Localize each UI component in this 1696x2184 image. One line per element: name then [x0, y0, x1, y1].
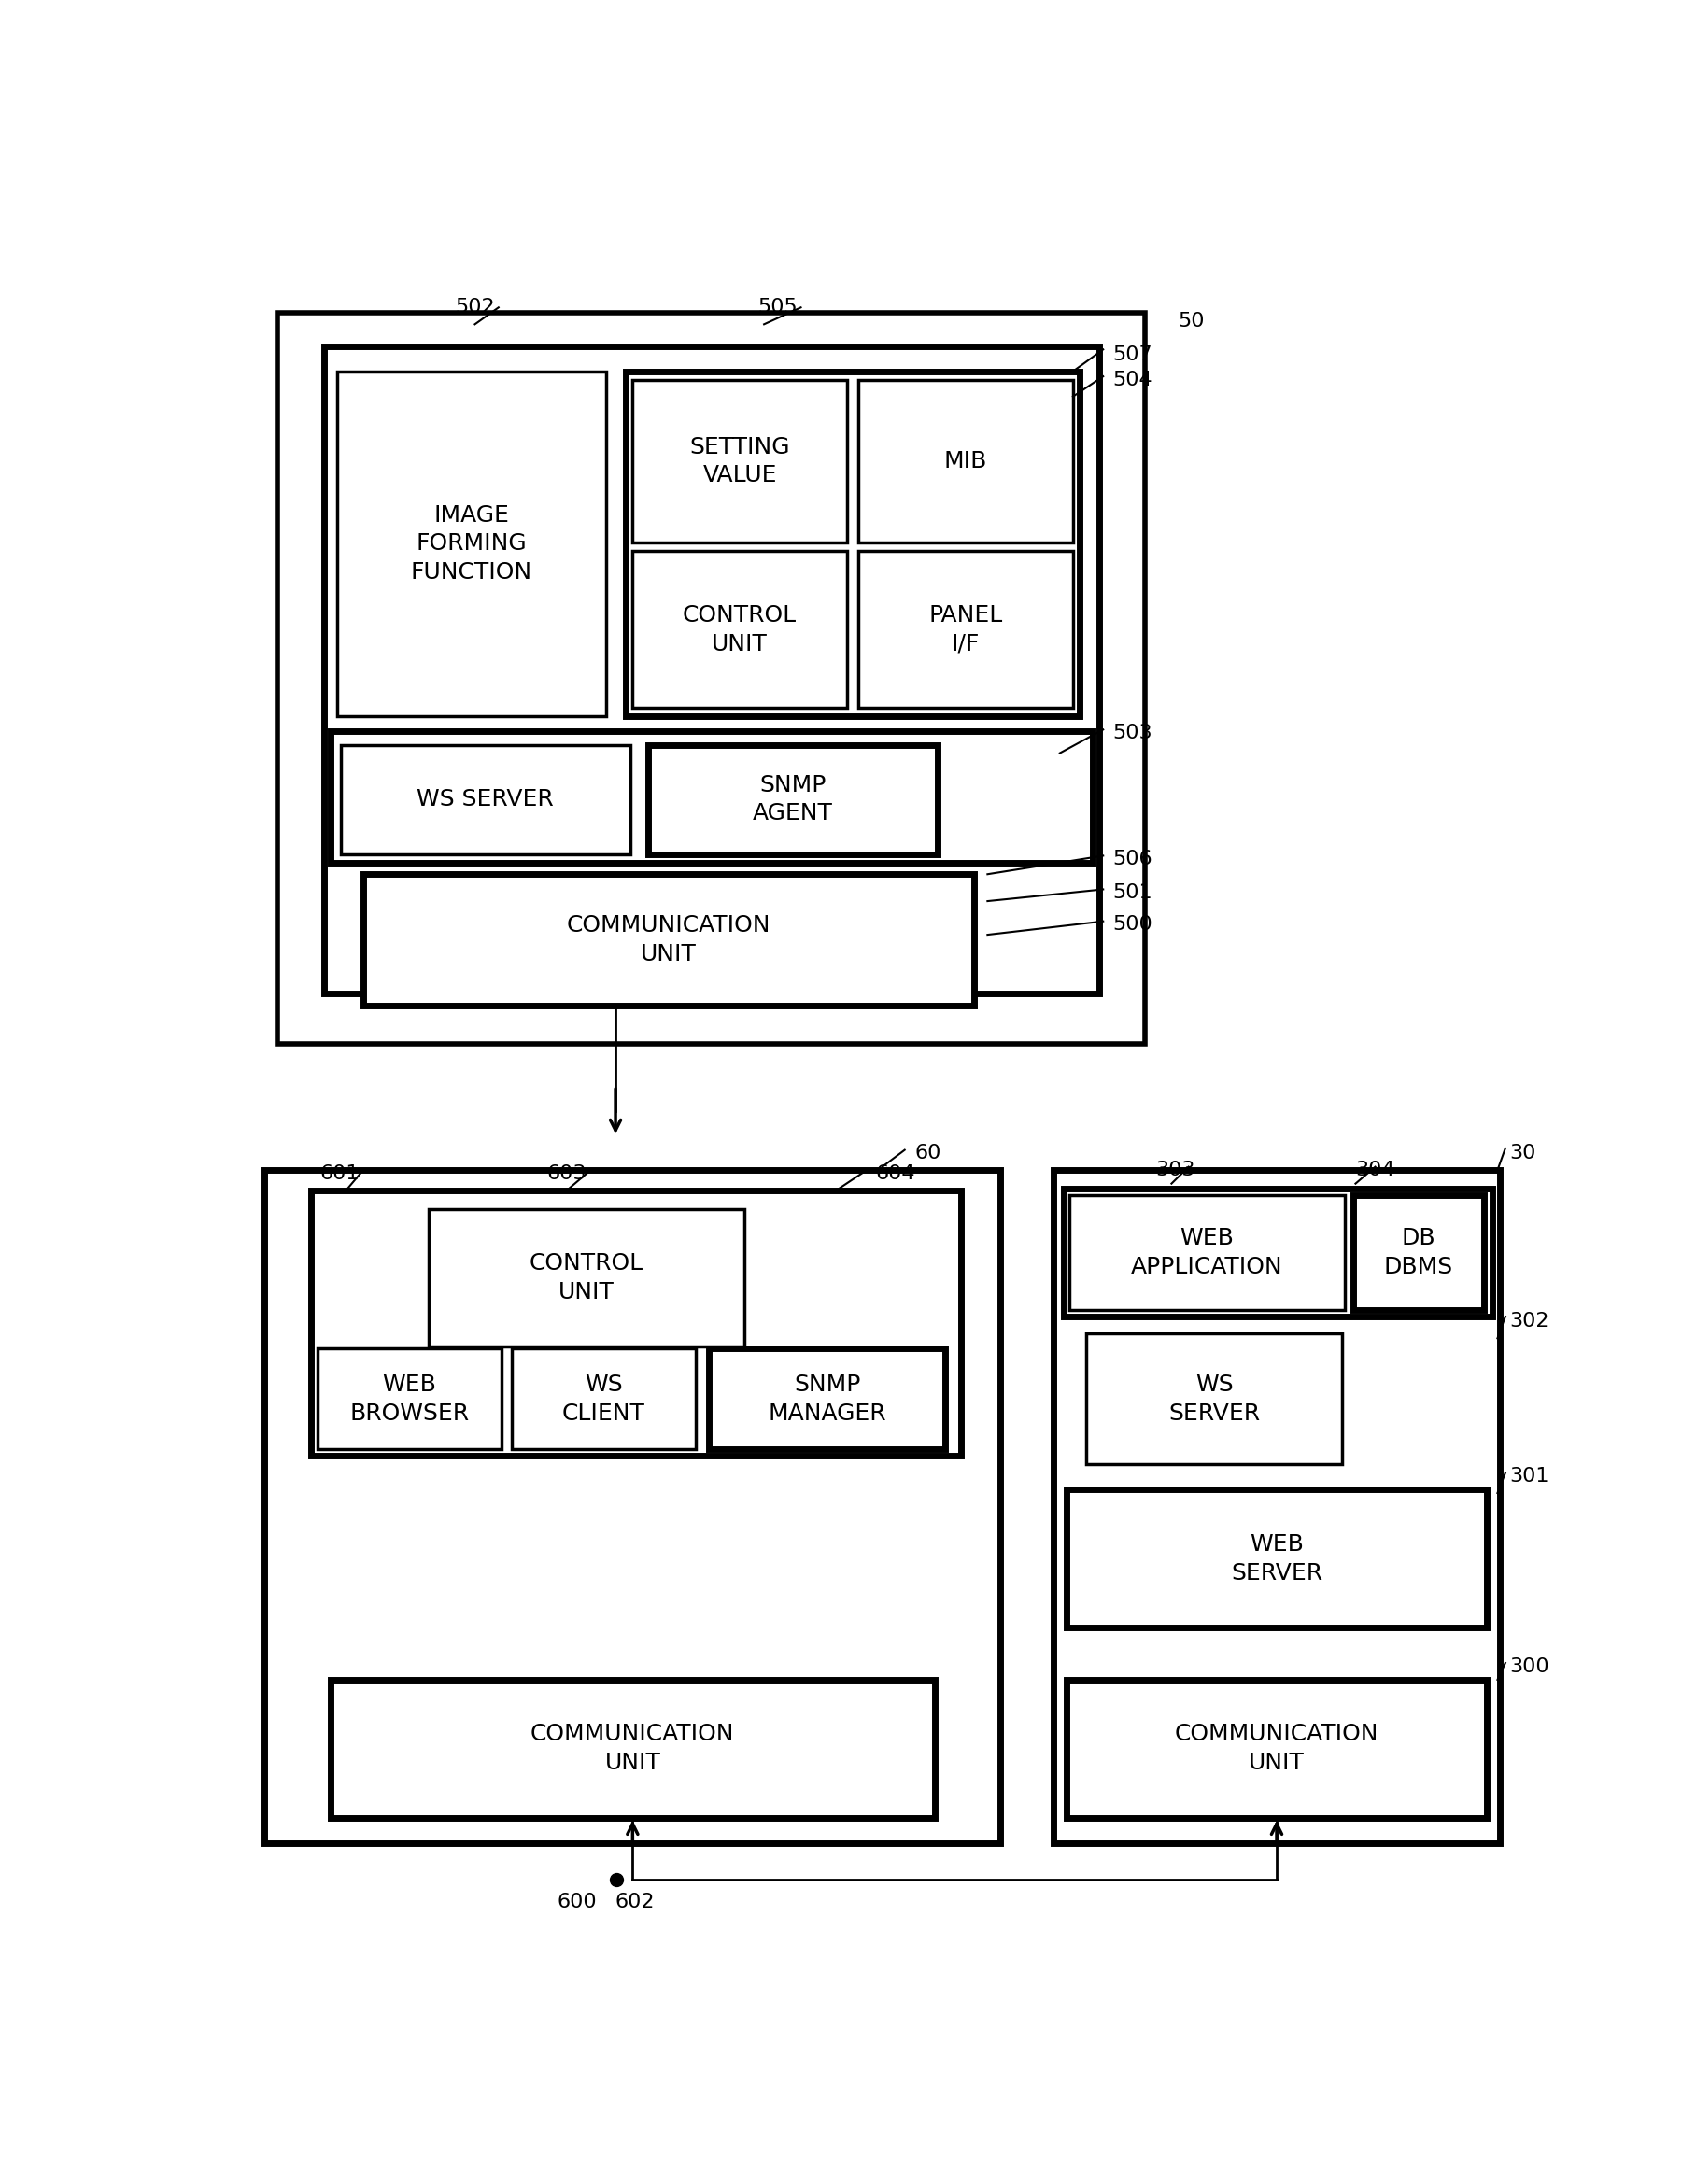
Text: 303: 303 — [1155, 1162, 1196, 1179]
Text: IMAGE
FORMING
FUNCTION: IMAGE FORMING FUNCTION — [410, 505, 533, 583]
Text: WS
CLIENT: WS CLIENT — [561, 1374, 644, 1424]
Text: 30: 30 — [1509, 1144, 1537, 1162]
Text: 507: 507 — [1113, 345, 1152, 365]
Bar — [858, 380, 1074, 544]
Text: PANEL
I/F: PANEL I/F — [929, 605, 1002, 655]
Bar — [709, 1348, 945, 1450]
Bar — [265, 1171, 1001, 1843]
Text: 304: 304 — [1355, 1162, 1396, 1179]
Text: 302: 302 — [1509, 1313, 1548, 1330]
Bar — [338, 371, 607, 716]
Text: 300: 300 — [1509, 1658, 1548, 1675]
Bar — [648, 745, 938, 854]
Text: 60: 60 — [916, 1144, 941, 1162]
Bar — [1068, 1195, 1345, 1310]
Text: 503: 503 — [1113, 723, 1152, 743]
Bar — [626, 371, 1080, 716]
Bar — [512, 1348, 695, 1450]
Bar — [1067, 1489, 1487, 1627]
Text: COMMUNICATION
UNIT: COMMUNICATION UNIT — [531, 1723, 734, 1773]
Bar — [1067, 1679, 1487, 1817]
Bar — [278, 312, 1145, 1044]
Bar — [324, 345, 1099, 994]
Bar — [331, 1679, 934, 1817]
Text: 504: 504 — [1113, 371, 1152, 389]
Text: CONTROL
UNIT: CONTROL UNIT — [683, 605, 797, 655]
Text: 603: 603 — [548, 1164, 587, 1184]
Text: SNMP
AGENT: SNMP AGENT — [753, 773, 833, 826]
Bar — [1085, 1332, 1343, 1465]
Text: 604: 604 — [875, 1164, 916, 1184]
Bar — [633, 550, 846, 708]
Text: 506: 506 — [1113, 850, 1152, 869]
Bar — [331, 732, 1092, 863]
Text: 50: 50 — [1179, 312, 1204, 330]
Text: SETTING
VALUE: SETTING VALUE — [690, 437, 790, 487]
Text: DB
DBMS: DB DBMS — [1384, 1227, 1453, 1278]
Bar — [317, 1348, 502, 1450]
Bar — [1353, 1195, 1484, 1310]
Bar — [633, 380, 846, 544]
Text: 502: 502 — [455, 299, 495, 317]
Bar — [1053, 1171, 1501, 1843]
Text: WEB
BROWSER: WEB BROWSER — [349, 1374, 470, 1424]
Text: 602: 602 — [616, 1891, 655, 1911]
Text: 500: 500 — [1113, 915, 1152, 935]
Text: COMMUNICATION
UNIT: COMMUNICATION UNIT — [1175, 1723, 1379, 1773]
Bar — [363, 874, 975, 1005]
Text: WS
SERVER: WS SERVER — [1169, 1374, 1260, 1424]
Bar — [341, 745, 629, 854]
Bar — [310, 1190, 962, 1457]
Text: 505: 505 — [758, 299, 797, 317]
Text: 600: 600 — [558, 1891, 597, 1911]
Text: WEB
APPLICATION: WEB APPLICATION — [1131, 1227, 1282, 1278]
Text: 601: 601 — [321, 1164, 360, 1184]
Bar — [429, 1210, 745, 1348]
Text: 301: 301 — [1509, 1468, 1548, 1485]
Bar — [858, 550, 1074, 708]
Text: WS SERVER: WS SERVER — [417, 788, 555, 810]
Text: 501: 501 — [1113, 882, 1152, 902]
Text: COMMUNICATION
UNIT: COMMUNICATION UNIT — [566, 915, 770, 965]
Text: WEB
SERVER: WEB SERVER — [1231, 1533, 1323, 1583]
Text: MIB: MIB — [945, 450, 987, 472]
Text: CONTROL
UNIT: CONTROL UNIT — [529, 1251, 643, 1304]
Bar — [1063, 1188, 1492, 1317]
Text: SNMP
MANAGER: SNMP MANAGER — [768, 1374, 887, 1424]
